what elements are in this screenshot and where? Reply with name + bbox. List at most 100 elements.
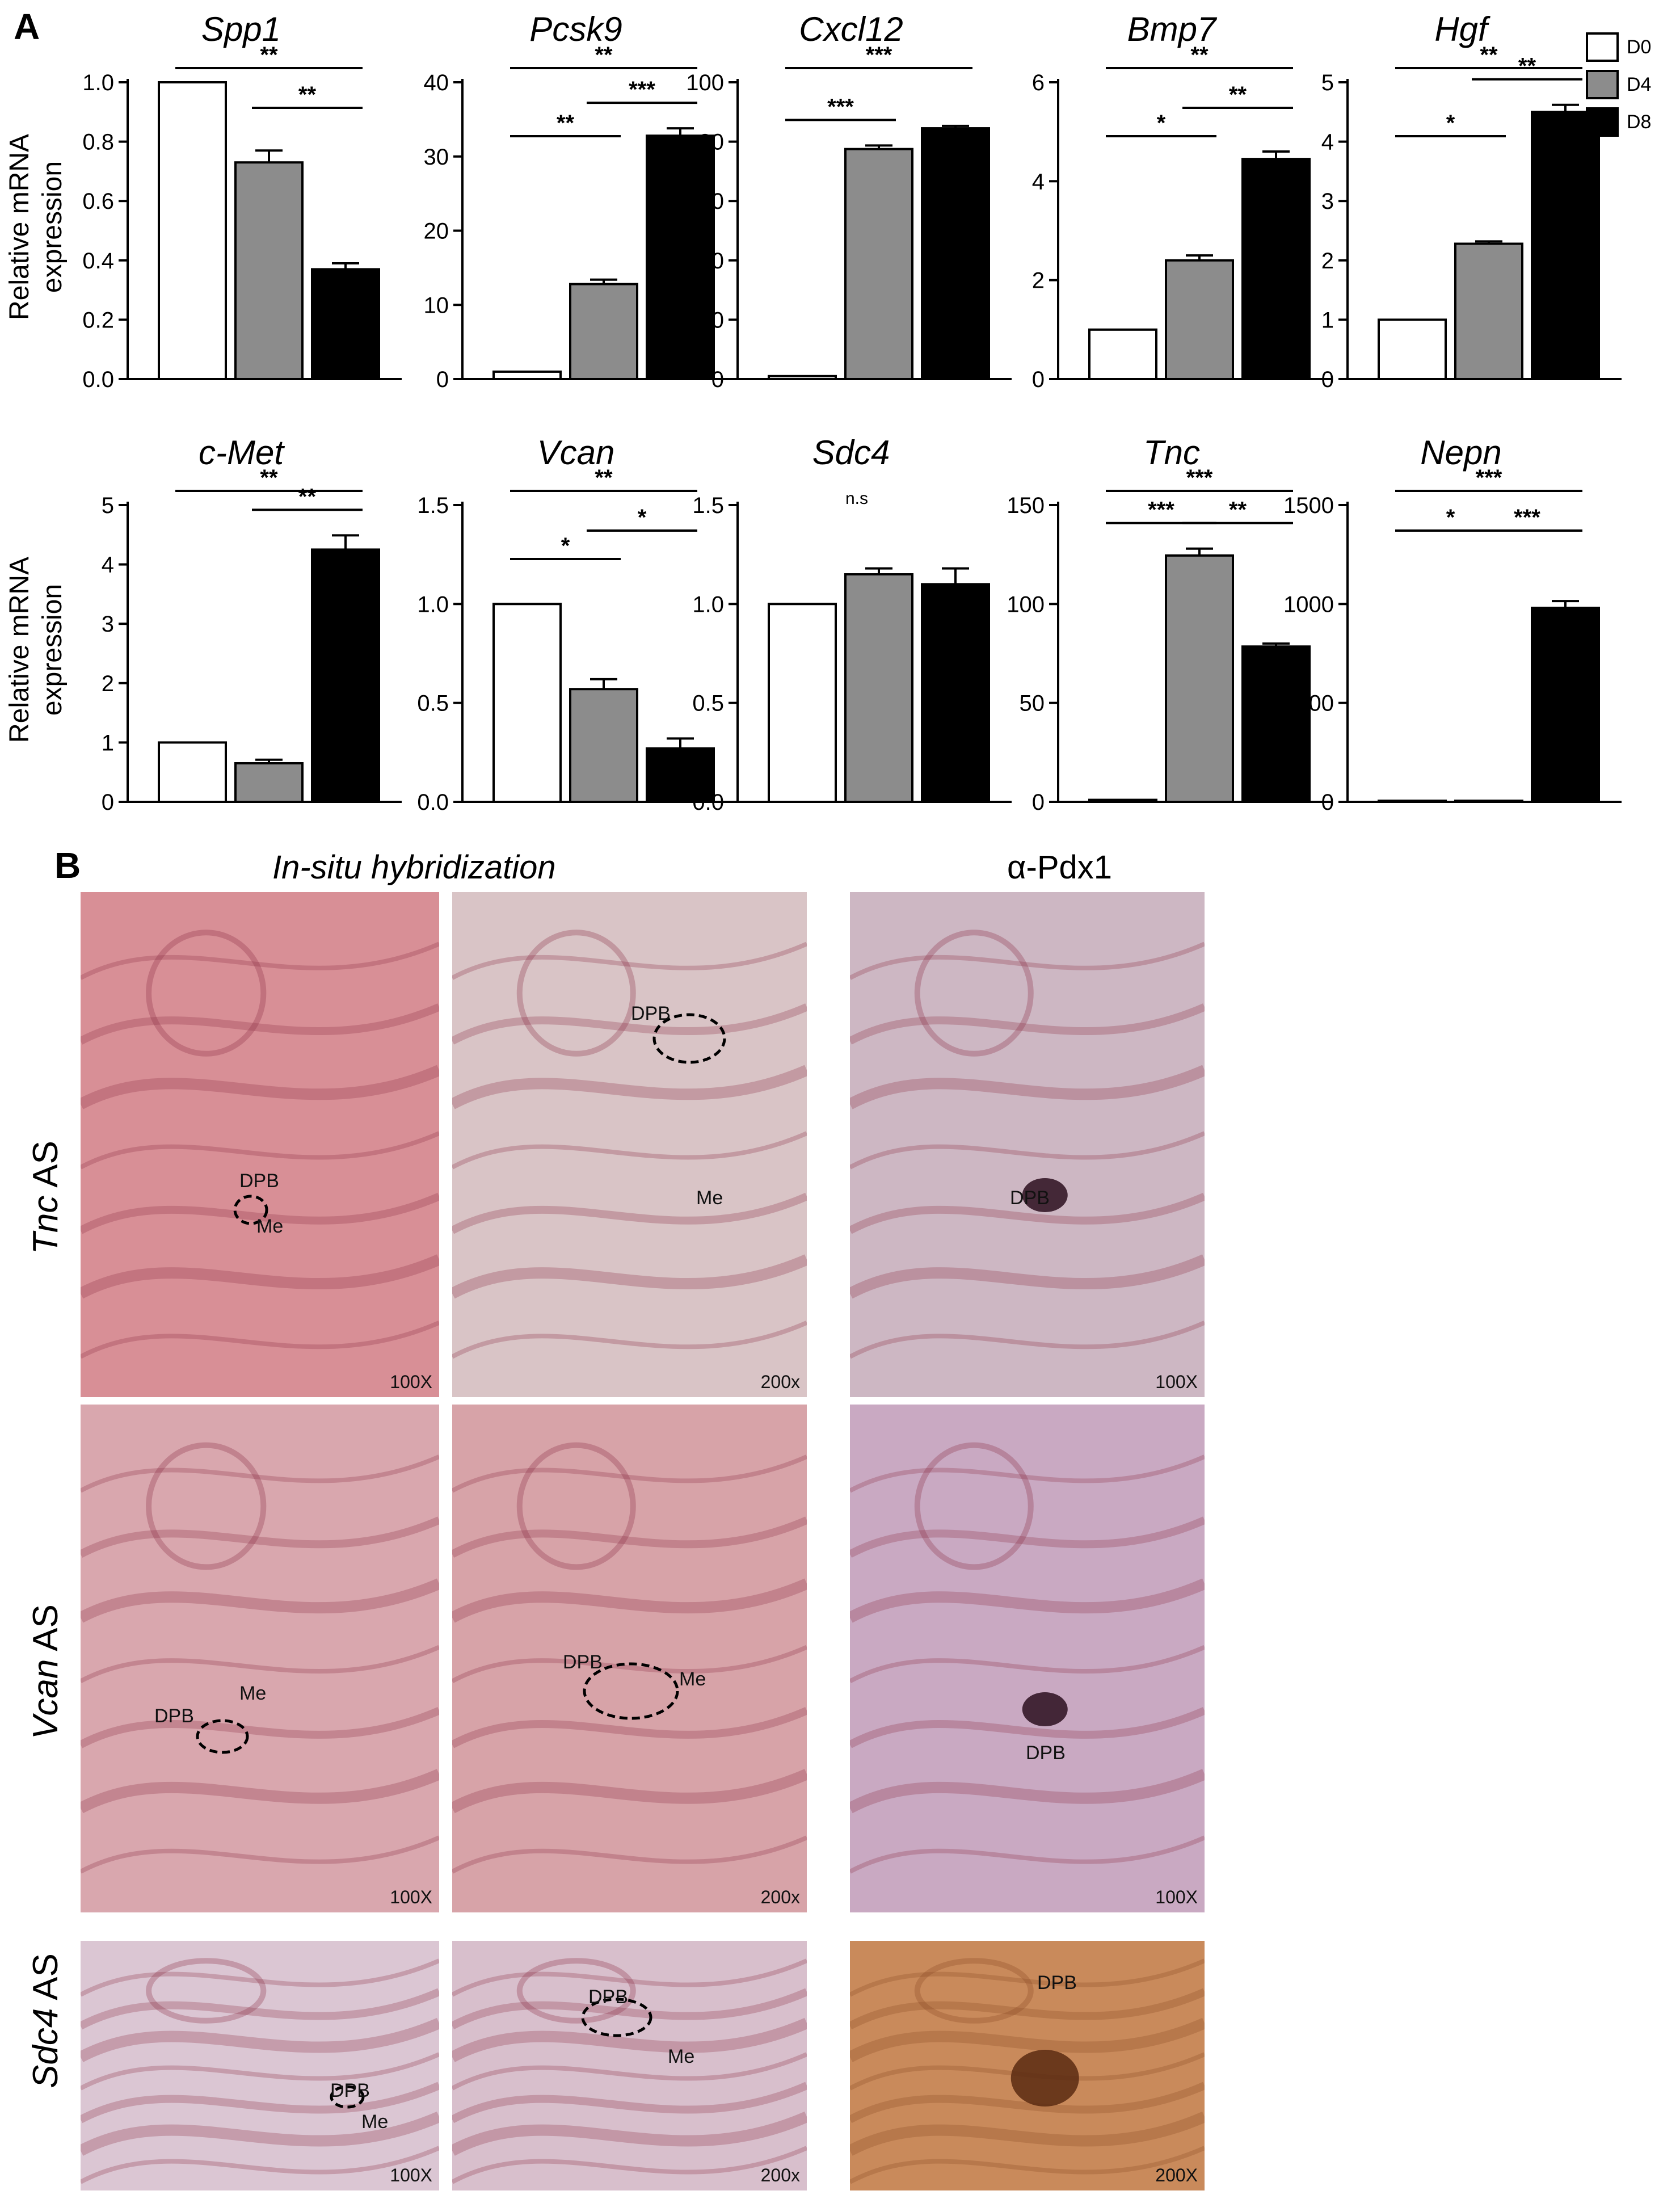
row-label-vcan: Vcan AS [26, 1604, 66, 1739]
vcan-tick-label-3: 1.5 [417, 493, 449, 518]
legend-label-d4: D4 [1627, 73, 1652, 95]
cxcl12-sig-label-1: *** [866, 43, 892, 68]
c-met-tick-label-5: 5 [102, 493, 114, 518]
micrograph-vcan-pdx1-main-magnification: 100X [1155, 1887, 1198, 1907]
sdc4-tick-label-0: 0.0 [692, 790, 724, 815]
micrograph-sdc4-ish-main: DPB Me 100X [81, 1941, 439, 2190]
cxcl12-tick-label-4: 80 [699, 130, 725, 155]
hgf-tick-label-0: 0 [1321, 367, 1334, 392]
micrograph-tnc-ish-zoom-magnification: 200x [760, 1372, 800, 1392]
vcan-tick-label-2: 1.0 [417, 592, 449, 617]
c-met-tick-label-2: 2 [102, 671, 114, 696]
legend-item-d8: D8 [1586, 103, 1651, 141]
hgf-tick-label-4: 4 [1321, 130, 1334, 155]
bmp7-bar-d8 [1241, 158, 1311, 380]
pcsk9-bar-d8 [646, 134, 715, 380]
micrograph-vcan-ish-zoom-label-me: Me [679, 1668, 706, 1690]
spp1-bar-d8 [311, 268, 380, 380]
nepn-tick-label-0: 0 [1321, 790, 1334, 815]
micrograph-vcan-ish-zoom: DPB Me 200x [452, 1405, 807, 1912]
hgf-bar-d8 [1531, 111, 1600, 381]
bmp7-chart-title: Bmp7 [1127, 10, 1218, 48]
row-label-vcan-gene: Vcan [26, 1659, 65, 1739]
tnc-tick-label-2: 100 [1007, 592, 1045, 617]
pcsk9-tick-label-0: 0 [436, 367, 449, 392]
row-label-vcan-suffix: AS [26, 1604, 65, 1659]
micrograph-vcan-ish-main-label-dpb: DPB [154, 1705, 194, 1727]
micrograph-sdc4-ish-zoom: DPB Me 200x [452, 1941, 807, 2190]
spp1-tick-label-0: 0.0 [82, 367, 114, 392]
micrograph-tnc-ish-main-label-me: Me [256, 1216, 284, 1237]
micrograph-tnc-ish-zoom-tissue-texture [452, 930, 807, 1359]
pdx1-title: α-Pdx1 [1007, 849, 1113, 886]
hgf-sig-label-2: ** [1480, 43, 1498, 68]
bmp7-tick-label-0: 0 [1032, 367, 1045, 392]
micrograph-tnc-ish-zoom-label-me: Me [696, 1187, 723, 1209]
micrograph-tnc-ish-main: DPB Me 100X [81, 892, 439, 1397]
pcsk9-tick-label-2: 20 [424, 219, 449, 244]
spp1-bar-d4 [234, 161, 304, 380]
spp1-tick-label-3: 0.6 [82, 189, 114, 214]
micrograph-sdc4-ish-main-tissue-texture [81, 1958, 439, 2184]
micrograph-tnc-pdx1-main-tissue-texture [850, 930, 1205, 1359]
hgf-tick-label-5: 5 [1321, 70, 1334, 95]
tnc-sig-label-2: *** [1186, 465, 1213, 490]
tnc-sig-label-1: ** [1229, 498, 1247, 523]
pcsk9-tick-label-1: 10 [424, 293, 449, 318]
legend-item-d4: D4 [1586, 66, 1651, 103]
hgf-bar-d4 [1454, 242, 1523, 380]
c-met-bar-d8 [311, 548, 380, 803]
sdc4-bar-d0 [768, 603, 837, 804]
c-met-bar-d4 [234, 762, 304, 804]
sdc4-tick-label-2: 1.0 [692, 592, 724, 617]
micrograph-vcan-pdx1-main-tissue-texture [850, 1442, 1205, 1874]
c-met-sig-label-1: ** [260, 465, 278, 490]
tnc-tick-label-0: 0 [1032, 790, 1045, 815]
micrograph-sdc4-pdx1-main-label-dpb: DPB [1037, 1972, 1077, 1994]
bmp7-sig-label-2: ** [1190, 43, 1209, 68]
legend-item-d0: D0 [1586, 28, 1651, 66]
sdc4-chart-title: Sdc4 [812, 434, 890, 472]
spp1-tick-label-5: 1.0 [82, 70, 114, 95]
micrograph-sdc4-ish-main-label-dpb: DPB [330, 2080, 370, 2101]
vcan-bar-d8 [646, 747, 715, 803]
micrograph-sdc4-ish-zoom-magnification: 200x [760, 2165, 800, 2185]
sdc4-bar-d4 [844, 573, 913, 803]
spp1-sig-label-1: ** [298, 82, 317, 107]
row-label-sdc4-suffix: AS [26, 1953, 65, 2008]
c-met-tick-label-0: 0 [102, 790, 114, 815]
c-met-tick-label-4: 4 [102, 553, 114, 578]
micrograph-vcan-ish-main-tissue-texture [81, 1442, 439, 1874]
chart-legend: D0 D4 D8 [1586, 28, 1651, 141]
spp1-tick-label-1: 0.2 [82, 308, 114, 333]
row-label-tnc-suffix: AS [26, 1141, 65, 1196]
hgf-tick-label-3: 3 [1321, 189, 1334, 214]
pcsk9-chart-title: Pcsk9 [529, 10, 622, 48]
spp1-chart-title: Spp1 [201, 10, 281, 48]
vcan-sig-label-0: * [561, 533, 570, 558]
vcan-sig-label-2: ** [595, 465, 613, 490]
tnc-bar-d8 [1241, 645, 1311, 803]
cxcl12-tick-label-1: 20 [699, 308, 725, 333]
spp1-tick-label-2: 0.4 [82, 249, 114, 274]
micrograph-vcan-pdx1-main: DPB 100X [850, 1405, 1205, 1912]
cxcl12-tick-label-2: 40 [699, 249, 725, 274]
y-axis-label-row0-line2: expression [37, 161, 68, 293]
micrograph-vcan-ish-zoom-magnification: 200x [760, 1887, 800, 1907]
micrograph-tnc-pdx1-main: DPB 100X [850, 892, 1205, 1397]
sdc4-bar-d8 [921, 583, 990, 803]
tnc-bar-d0 [1088, 798, 1157, 803]
sdc4-tick-label-3: 1.5 [692, 493, 724, 518]
pcsk9-sig-label-0: ** [557, 111, 575, 136]
bmp7-tick-label-3: 6 [1032, 70, 1045, 95]
micrograph-vcan-ish-main: DPB Me 100X [81, 1405, 439, 1912]
micrograph-tnc-ish-main-label-dpb: DPB [239, 1170, 279, 1192]
micrograph-sdc4-ish-zoom-label-me: Me [668, 2046, 695, 2067]
c-met-chart-title: c-Met [199, 434, 285, 472]
legend-swatch-d0 [1586, 32, 1619, 62]
nepn-sig-label-0: * [1446, 505, 1455, 530]
pcsk9-bar-d0 [492, 370, 562, 380]
sdc4-tick-label-1: 0.5 [692, 691, 724, 716]
cxcl12-tick-label-0: 0 [711, 367, 724, 392]
y-axis-label-row0-line1: Relative mRNA [5, 134, 35, 320]
